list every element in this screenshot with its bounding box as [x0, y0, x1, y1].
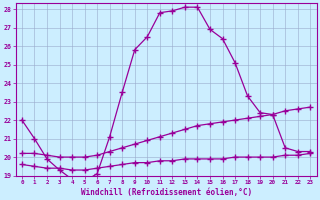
X-axis label: Windchill (Refroidissement éolien,°C): Windchill (Refroidissement éolien,°C) — [81, 188, 252, 197]
